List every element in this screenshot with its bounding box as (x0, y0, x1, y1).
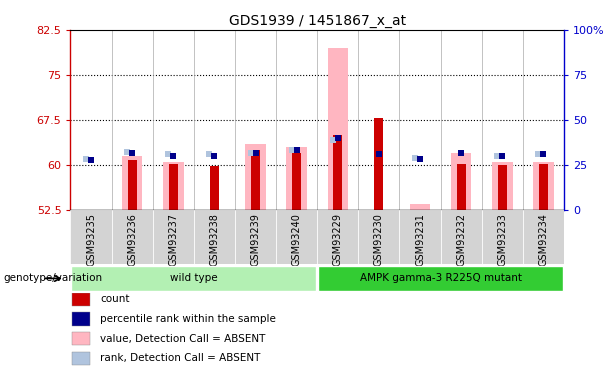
Bar (327, 48, 348, 210)
Text: rank, Detection Call = ABSENT: rank, Detection Call = ABSENT (101, 354, 261, 363)
Bar (153, 210, 194, 264)
Bar (251, 150, 260, 210)
Bar (72, 312, 90, 326)
Bar (292, 153, 301, 210)
Text: GSM93231: GSM93231 (415, 213, 425, 266)
Text: GSM93236: GSM93236 (127, 213, 137, 266)
Bar (492, 162, 512, 210)
Bar (441, 210, 482, 264)
Bar (210, 166, 219, 210)
Bar (533, 162, 554, 210)
Bar (498, 165, 507, 210)
Text: GSM93239: GSM93239 (251, 213, 261, 266)
Text: percentile rank within the sample: percentile rank within the sample (101, 314, 276, 324)
Text: wild type: wild type (170, 273, 218, 283)
Text: GSM93230: GSM93230 (374, 213, 384, 266)
Text: GSM93240: GSM93240 (292, 213, 302, 266)
Text: genotype/variation: genotype/variation (3, 273, 102, 283)
Text: GSM93237: GSM93237 (169, 213, 178, 266)
Bar (457, 164, 466, 210)
FancyBboxPatch shape (71, 266, 316, 291)
Title: GDS1939 / 1451867_x_at: GDS1939 / 1451867_x_at (229, 13, 406, 28)
Bar (482, 210, 523, 264)
Bar (70, 210, 112, 264)
Bar (539, 164, 548, 210)
Bar (333, 135, 342, 210)
Bar (409, 204, 430, 210)
Bar (359, 210, 400, 264)
Bar (523, 210, 564, 264)
Bar (286, 147, 307, 210)
Bar (276, 210, 318, 264)
Text: value, Detection Call = ABSENT: value, Detection Call = ABSENT (101, 334, 266, 344)
Bar (245, 144, 266, 210)
Bar (72, 352, 90, 365)
Text: AMPK gamma-3 R225Q mutant: AMPK gamma-3 R225Q mutant (360, 273, 522, 283)
Text: GSM93232: GSM93232 (456, 213, 466, 266)
Text: GSM93238: GSM93238 (210, 213, 219, 266)
Bar (72, 332, 90, 345)
Text: count: count (101, 294, 130, 304)
Bar (72, 292, 90, 306)
Text: GSM93235: GSM93235 (86, 213, 96, 266)
Text: GSM93233: GSM93233 (497, 213, 508, 266)
Bar (128, 160, 137, 210)
Bar (235, 210, 276, 264)
Bar (318, 210, 359, 264)
Bar (375, 118, 384, 210)
FancyBboxPatch shape (318, 266, 563, 291)
Bar (122, 156, 142, 210)
Bar (169, 164, 178, 210)
Bar (112, 210, 153, 264)
Bar (163, 162, 183, 210)
Text: GSM93229: GSM93229 (333, 213, 343, 266)
Text: GSM93234: GSM93234 (538, 213, 549, 266)
Bar (194, 210, 235, 264)
Bar (451, 153, 471, 210)
Bar (400, 210, 441, 264)
